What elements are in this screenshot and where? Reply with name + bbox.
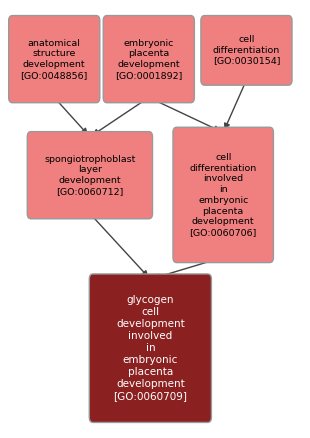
FancyBboxPatch shape xyxy=(27,132,153,219)
Text: cell
differentiation
[GO:0030154]: cell differentiation [GO:0030154] xyxy=(213,35,280,66)
Text: cell
differentiation
involved
in
embryonic
placenta
development
[GO:0060706]: cell differentiation involved in embryon… xyxy=(189,153,257,237)
Text: glycogen
cell
development
involved
in
embryonic
placenta
development
[GO:0060709: glycogen cell development involved in em… xyxy=(113,295,187,401)
Text: anatomical
structure
development
[GO:0048856]: anatomical structure development [GO:004… xyxy=(20,39,88,80)
FancyBboxPatch shape xyxy=(9,16,100,103)
FancyBboxPatch shape xyxy=(89,274,211,422)
FancyBboxPatch shape xyxy=(103,16,194,103)
Text: spongiotrophoblast
layer
development
[GO:0060712]: spongiotrophoblast layer development [GO… xyxy=(44,155,135,196)
Text: embryonic
placenta
development
[GO:0001892]: embryonic placenta development [GO:00018… xyxy=(115,39,183,80)
FancyBboxPatch shape xyxy=(201,15,292,85)
FancyBboxPatch shape xyxy=(173,127,273,262)
